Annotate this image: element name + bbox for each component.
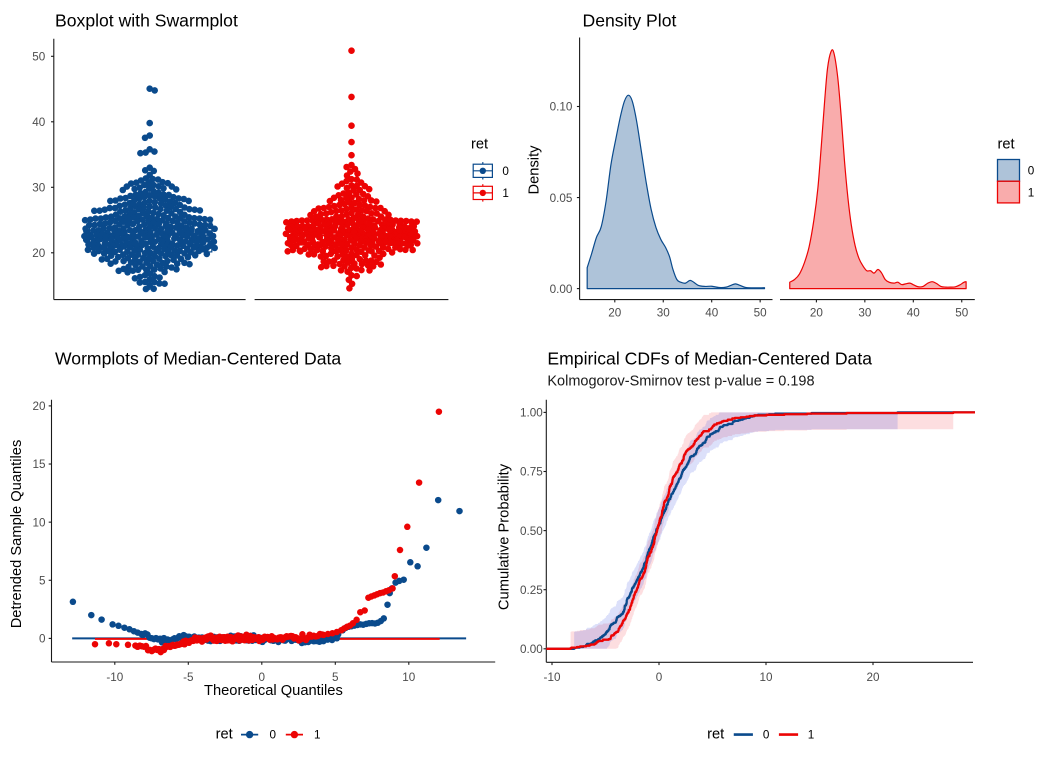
svg-text:0.50: 0.50 [520,525,543,538]
svg-text:1: 1 [1028,186,1035,199]
svg-text:Wormplots of Median-Centered D: Wormplots of Median-Centered Data [55,349,341,369]
svg-text:ret: ret [998,137,1015,153]
svg-text:-10: -10 [106,671,123,684]
svg-text:30: 30 [32,182,46,195]
svg-text:20: 20 [608,307,622,320]
svg-text:0.00: 0.00 [520,643,543,656]
svg-text:5: 5 [39,575,46,588]
svg-text:0.05: 0.05 [550,192,573,205]
svg-text:20: 20 [32,247,46,260]
svg-text:1: 1 [808,729,815,742]
svg-text:30: 30 [858,307,872,320]
svg-text:Empirical CDFs of Median-Cente: Empirical CDFs of Median-Centered Data [547,349,872,369]
svg-text:0: 0 [270,729,277,742]
svg-text:40: 40 [705,307,719,320]
svg-text:50: 50 [32,51,46,64]
svg-text:50: 50 [754,307,768,320]
svg-text:1: 1 [314,729,321,742]
svg-text:0.75: 0.75 [520,466,543,479]
svg-text:10: 10 [32,516,46,529]
svg-text:Detrended Sample Quantiles: Detrended Sample Quantiles [9,440,25,629]
svg-text:40: 40 [32,116,46,129]
svg-text:0.25: 0.25 [520,584,543,597]
svg-text:0: 0 [502,165,509,178]
svg-text:30: 30 [657,307,671,320]
svg-text:20: 20 [810,307,824,320]
svg-text:Theoretical Quantiles: Theoretical Quantiles [204,683,343,699]
svg-text:ret: ret [707,727,724,743]
svg-text:Boxplot with Swarmplot: Boxplot with Swarmplot [55,11,238,31]
svg-text:15: 15 [32,458,46,471]
svg-text:-5: -5 [183,671,194,684]
svg-text:20: 20 [32,400,46,413]
svg-text:20: 20 [866,671,880,684]
svg-text:5: 5 [332,671,339,684]
svg-text:40: 40 [907,307,921,320]
svg-text:0: 0 [656,671,663,684]
svg-text:Cumulative Probability: Cumulative Probability [497,463,513,610]
svg-text:10: 10 [402,671,416,684]
svg-text:50: 50 [955,307,969,320]
svg-text:0.00: 0.00 [550,283,573,296]
svg-text:1: 1 [502,187,509,200]
svg-text:Density: Density [527,145,543,195]
svg-text:1.00: 1.00 [520,407,543,420]
svg-text:0: 0 [39,633,46,646]
svg-text:0.10: 0.10 [550,101,573,114]
svg-text:0: 0 [1028,165,1035,178]
svg-text:Kolmogorov-Smirnov test p-valu: Kolmogorov-Smirnov test p-value = 0.198 [547,374,814,390]
svg-text:ret: ret [216,727,233,743]
svg-text:0: 0 [763,729,770,742]
svg-text:-10: -10 [544,671,561,684]
svg-text:10: 10 [759,671,773,684]
svg-text:ret: ret [471,137,488,153]
svg-text:0: 0 [259,671,266,684]
svg-text:Density Plot: Density Plot [583,11,677,31]
